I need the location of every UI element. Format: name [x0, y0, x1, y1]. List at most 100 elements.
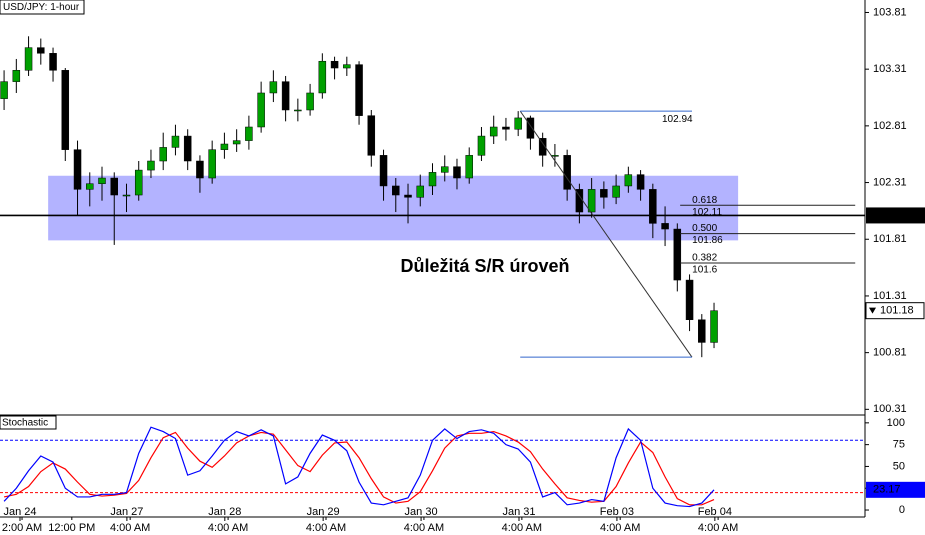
x-tick-label: Jan 29 [307, 506, 340, 518]
last-price-box [865, 302, 925, 320]
time-tick-label: 12:00 PM [48, 522, 95, 534]
candle-body [343, 64, 351, 69]
fib-high-label: 102.94 [662, 114, 693, 125]
y-tick-label: 100.81 [873, 347, 907, 359]
fib-trend-line [519, 110, 693, 358]
fib-price-label: 102.11 [692, 207, 722, 218]
y-tick-label: 103.81 [873, 6, 907, 18]
candle-body [440, 166, 449, 173]
title-box [0, 415, 57, 430]
stochastic-line [3, 430, 715, 506]
candle-body [12, 70, 21, 82]
fib-ratio-label: 0.382 [692, 253, 717, 264]
candle-body [24, 47, 33, 71]
candle-body [330, 60, 339, 69]
candle-body [257, 92, 265, 128]
sr-zone [48, 175, 739, 241]
candle-body [661, 223, 669, 230]
chart-title: USD/JPY: 1-hour [3, 2, 80, 13]
candle-body [147, 160, 155, 171]
candle-body [171, 135, 180, 148]
x-tick-label: Jan 30 [405, 506, 438, 518]
candle-body [245, 126, 253, 141]
x-tick-label: Jan 31 [502, 506, 535, 518]
candle-body [465, 155, 473, 179]
time-tick-label: 4:00 AM [502, 522, 542, 534]
candle-body [600, 189, 608, 198]
time-tick-label: 4:00 AM [306, 522, 346, 534]
y-tick-label: 102.81 [873, 120, 907, 132]
time-tick-label: 4:00 AM [110, 522, 150, 534]
candle-body [428, 172, 437, 187]
candle-body [269, 81, 278, 94]
candle-body [208, 149, 216, 179]
candle-body [673, 228, 682, 281]
candle-body [110, 177, 118, 196]
time-tick-label: 4:00 AM [698, 522, 738, 534]
level-label: 102.02 [873, 209, 907, 221]
candle-body [159, 147, 167, 162]
x-tick-label: Jan 24 [3, 506, 36, 518]
candle-body [232, 140, 241, 145]
candle-body [306, 92, 314, 111]
candle-body [355, 64, 363, 116]
title-box [0, 0, 85, 15]
candle-body [318, 60, 327, 94]
fib-ratio-label: 0.618 [692, 195, 717, 206]
fib-price-label: 101.6 [692, 265, 717, 276]
candle-body [122, 194, 131, 197]
last-price-label: 101.18 [880, 305, 914, 317]
candle-body [587, 189, 596, 213]
candle-body [649, 189, 657, 224]
candle-body [624, 174, 633, 187]
candle-body [538, 138, 547, 156]
stochastic-line [3, 426, 715, 508]
candle-body [134, 169, 143, 196]
candle-body [563, 155, 571, 190]
last-value-box [866, 481, 925, 498]
time-tick-label: 2:00 AM [2, 522, 42, 534]
candle-body [710, 310, 718, 343]
candle-body [220, 143, 229, 150]
candle-body [404, 194, 412, 198]
y-tick-label: 101.31 [873, 290, 907, 302]
candle-body [294, 109, 302, 112]
candle-body [526, 117, 535, 139]
candle-body [379, 155, 388, 187]
candle-body [685, 279, 694, 321]
fib-price-label: 101.86 [692, 235, 723, 246]
candle-body [612, 185, 620, 198]
time-tick-label: 4:00 AM [404, 522, 444, 534]
last-value-label: 23.17 [873, 484, 901, 496]
candle-body [551, 155, 559, 157]
candle-body [61, 70, 70, 150]
fib-ratio-label: 0.500 [692, 223, 717, 234]
y-tick-label: 101.81 [873, 233, 907, 245]
sr-zone-label: Důležitá S/R úroveň [400, 256, 569, 276]
last-price-marker [869, 307, 876, 314]
candle-body [698, 319, 706, 343]
candle-body [477, 135, 486, 156]
time-tick-label: 4:00 AM [208, 522, 248, 534]
candle-body [453, 166, 461, 179]
panel-title: Stochastic [2, 418, 48, 429]
x-tick-label: Feb 04 [698, 506, 732, 518]
candle-body [183, 135, 192, 162]
y-tick-label: 102.31 [873, 176, 907, 188]
candle-body [196, 160, 204, 179]
y-tick-label: 103.31 [873, 63, 907, 75]
candle-body [37, 47, 45, 54]
candle-body [86, 183, 94, 190]
candle-body [0, 81, 8, 99]
candle-body [49, 53, 57, 71]
y-tick-label: 100.31 [873, 403, 907, 415]
y-tick-label: 50 [893, 460, 905, 472]
x-tick-label: Feb 03 [600, 506, 634, 518]
y-tick-label: 0 [899, 504, 905, 516]
x-tick-label: Jan 27 [110, 506, 143, 518]
y-tick-label: 75 [893, 439, 905, 451]
